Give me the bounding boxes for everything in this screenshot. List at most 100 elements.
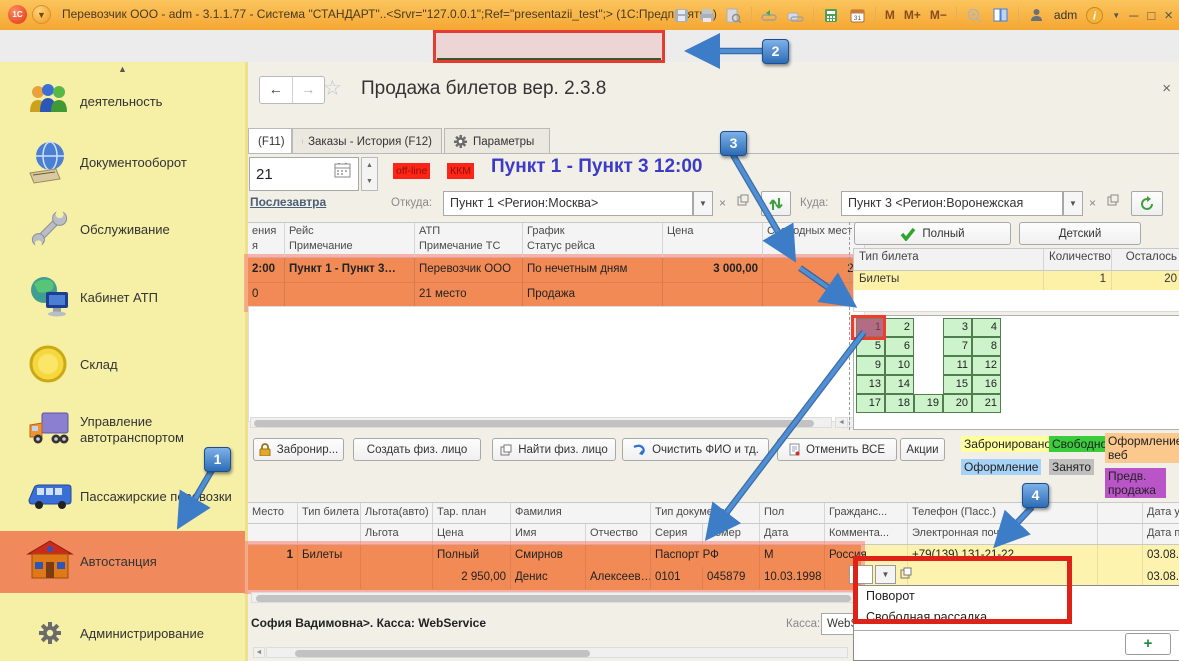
from-dropdown-icon[interactable]: ▼ [693,191,713,216]
seat[interactable]: 4 [972,318,1001,337]
titlebar-caret-icon[interactable]: ▼ [1112,10,1121,20]
to-combo[interactable]: Пункт 3 <Регион:Воронежская [841,191,1063,216]
seat[interactable]: 12 [972,356,1001,375]
save-icon[interactable] [673,7,690,24]
back-arrow-icon[interactable]: ← [260,77,293,103]
tab-orders-history[interactable]: i Заказы - История (F12) [292,128,442,154]
seat[interactable]: 15 [943,375,972,394]
panel-collapse-arrow[interactable]: ▲ [118,64,127,74]
scroll-left-icon[interactable]: ◄ [835,417,848,428]
user-icon[interactable] [1028,7,1045,24]
toolbar-divider [955,7,957,23]
print-preview-icon[interactable] [725,7,742,24]
flights-hscrollbar[interactable] [250,417,832,428]
seat[interactable]: 17 [856,394,885,413]
window-menu-button[interactable]: ▼ [32,5,51,24]
from-open-icon[interactable] [737,194,749,209]
sidebar-item-transport-mgmt[interactable]: Управление автотранспортом [0,400,245,460]
sidebar-item-activity[interactable]: деятельность [0,80,245,124]
passenger-row-selected[interactable]: 1 Билеты Полный Смирнов Паспорт РФ М Рос… [248,545,1179,590]
tab-parameters[interactable]: Параметры [444,128,550,154]
cell-date2: 03.08. [1143,567,1179,589]
seat[interactable]: 10 [885,356,914,375]
promotions-button[interactable]: Акции [900,438,945,461]
tab-sale-f11[interactable]: (F11) [248,128,292,154]
spin-up-icon[interactable]: ▲ [366,162,373,169]
sidebar-item-docflow[interactable]: Документооборот [0,135,245,191]
nav-back-forward[interactable]: ← → [259,76,325,104]
scrollbar-thumb[interactable] [256,595,851,602]
calendar-picker-icon[interactable] [334,162,356,186]
seat[interactable]: 19 [914,394,943,413]
cell-open-icon[interactable] [900,567,912,582]
flight-row-selected[interactable]: 2:00 Пункт 1 - Пункт 3… Перевозчик ООО П… [248,258,865,308]
seat[interactable]: 20 [943,394,972,413]
info-icon[interactable]: i [1086,6,1104,24]
bottom-hscrollbar[interactable] [266,647,848,658]
memory-icon[interactable]: M [884,8,895,22]
to-value: Пункт 3 <Регион:Воронежская [848,196,1024,210]
forward-arrow-icon[interactable]: → [301,81,316,97]
spin-down-icon[interactable]: ▼ [366,178,373,185]
cell-series: 0101 [651,567,703,589]
scroll-left-icon[interactable]: ◄ [253,647,265,658]
seat[interactable]: 7 [943,337,972,356]
memory-plus-icon[interactable]: M+ [903,8,921,22]
to-clear-icon[interactable]: × [1089,196,1097,210]
print-icon[interactable] [699,7,716,24]
seat[interactable]: 13 [856,375,885,394]
seat[interactable]: 2 [885,318,914,337]
zoom-icon[interactable] [966,7,983,24]
panel-splitter[interactable] [849,222,851,430]
find-person-button[interactable]: Найти физ. лицо [492,438,616,461]
scrollbar-thumb[interactable] [254,420,814,427]
create-person-button[interactable]: Создать физ. лицо [353,438,481,461]
seat[interactable]: 9 [856,356,885,375]
sidebar-item-administration[interactable]: Администрирование [0,612,245,656]
to-dropdown-icon[interactable]: ▼ [1063,191,1083,216]
seat[interactable]: 8 [972,337,1001,356]
cell-dropdown-icon[interactable]: ▼ [875,565,896,584]
seat[interactable]: 14 [885,375,914,394]
calculator-icon[interactable] [823,7,840,24]
form-close-icon[interactable]: × [1162,80,1171,97]
child-ticket-button[interactable]: Детский [1019,222,1141,245]
close-button[interactable]: × [1164,6,1173,24]
from-combo[interactable]: Пункт 1 <Регион:Москва> [443,191,693,216]
calendar-icon[interactable]: 31 [849,7,866,24]
sidebar-item-bus-station[interactable]: Автостанция [0,531,245,593]
seat[interactable]: 11 [943,356,972,375]
refresh-button[interactable] [1131,191,1163,216]
seat[interactable]: 18 [885,394,914,413]
sidebar-item-service[interactable]: Обслуживание [0,202,245,258]
add-row-button[interactable]: + [1125,633,1171,655]
to-open-icon[interactable] [1107,194,1119,209]
clear-fio-button[interactable]: Очистить ФИО и тд. [622,438,769,461]
seat[interactable]: 16 [972,375,1001,394]
maximize-button[interactable]: □ [1147,7,1156,23]
scrollbar-thumb[interactable] [295,650,590,657]
date-spinner[interactable]: ▲ ▼ [361,157,378,191]
dropdown-item-rotate[interactable]: Поворот [866,589,915,603]
cell-empty [1098,545,1143,567]
link-go-icon[interactable] [787,7,804,24]
trip-date-input[interactable]: 21 [249,157,359,191]
seat[interactable]: 6 [885,337,914,356]
memory-minus-icon[interactable]: M− [929,8,947,22]
sidebar-item-atp-cabinet[interactable]: Кабинет АТП [0,270,245,326]
link-get-icon[interactable] [761,7,778,24]
full-ticket-button[interactable]: Полный [854,222,1011,245]
sidebar-item-passenger-transport[interactable]: Пассажирские перевозки [0,470,245,524]
swap-direction-button[interactable] [761,191,791,216]
passengers-hscrollbar[interactable] [251,592,859,603]
sidebar-item-warehouse[interactable]: Склад [0,340,245,390]
seat[interactable]: 3 [943,318,972,337]
favorite-star-icon[interactable]: ☆ [323,77,342,100]
seat[interactable]: 21 [972,394,1001,413]
from-clear-icon[interactable]: × [719,196,727,210]
split-window-icon[interactable] [992,7,1009,24]
after-tomorrow-link[interactable]: Послезавтра [250,195,327,209]
cancel-all-button[interactable]: Отменить ВСЕ [777,438,897,461]
book-button[interactable]: Забронир... [253,438,344,461]
minimize-button[interactable]: ─ [1129,7,1139,23]
